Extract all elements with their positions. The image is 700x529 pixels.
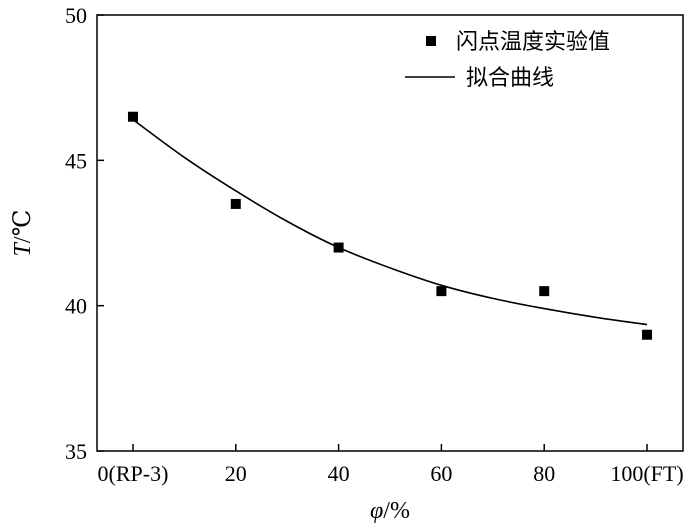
y-tick-label: 50 xyxy=(65,3,87,28)
y-tick-label: 35 xyxy=(65,439,87,464)
x-tick-label: 100(FT) xyxy=(610,461,683,486)
legend-marker-square xyxy=(426,36,436,46)
data-point xyxy=(333,242,344,253)
x-axis-ticks: 0(RP-3) 20 40 60 80 100(FT) xyxy=(98,444,684,486)
x-axis-symbol: φ xyxy=(370,498,383,524)
y-tick-label: 40 xyxy=(65,294,87,319)
data-point xyxy=(127,111,138,122)
y-tick-label: 45 xyxy=(65,148,87,173)
x-tick-label: 40 xyxy=(328,461,350,486)
legend-label-experimental: 闪点温度实验值 xyxy=(456,30,610,55)
plot-area-frame xyxy=(96,14,684,452)
data-points xyxy=(127,111,653,340)
y-axis-unit: /℃ xyxy=(10,210,36,244)
x-tick-label: 60 xyxy=(430,461,452,486)
x-tick-label: 80 xyxy=(533,461,555,486)
x-tick-label: 20 xyxy=(225,461,247,486)
legend: 闪点温度实验值 拟合曲线 xyxy=(405,30,610,91)
legend-label-fit: 拟合曲线 xyxy=(466,66,554,91)
x-axis-unit: /% xyxy=(383,498,410,524)
data-point xyxy=(436,286,447,297)
x-tick-label: 0(RP-3) xyxy=(98,461,169,486)
data-point xyxy=(539,286,550,297)
y-axis-symbol: T xyxy=(10,241,36,256)
fit-curve-line xyxy=(132,118,648,326)
data-point xyxy=(642,329,653,340)
data-point xyxy=(230,198,241,209)
y-axis-title: T/℃ xyxy=(10,210,36,257)
y-axis-ticks: 35 40 45 50 xyxy=(65,3,104,464)
x-axis-title: φ/% xyxy=(370,498,410,524)
